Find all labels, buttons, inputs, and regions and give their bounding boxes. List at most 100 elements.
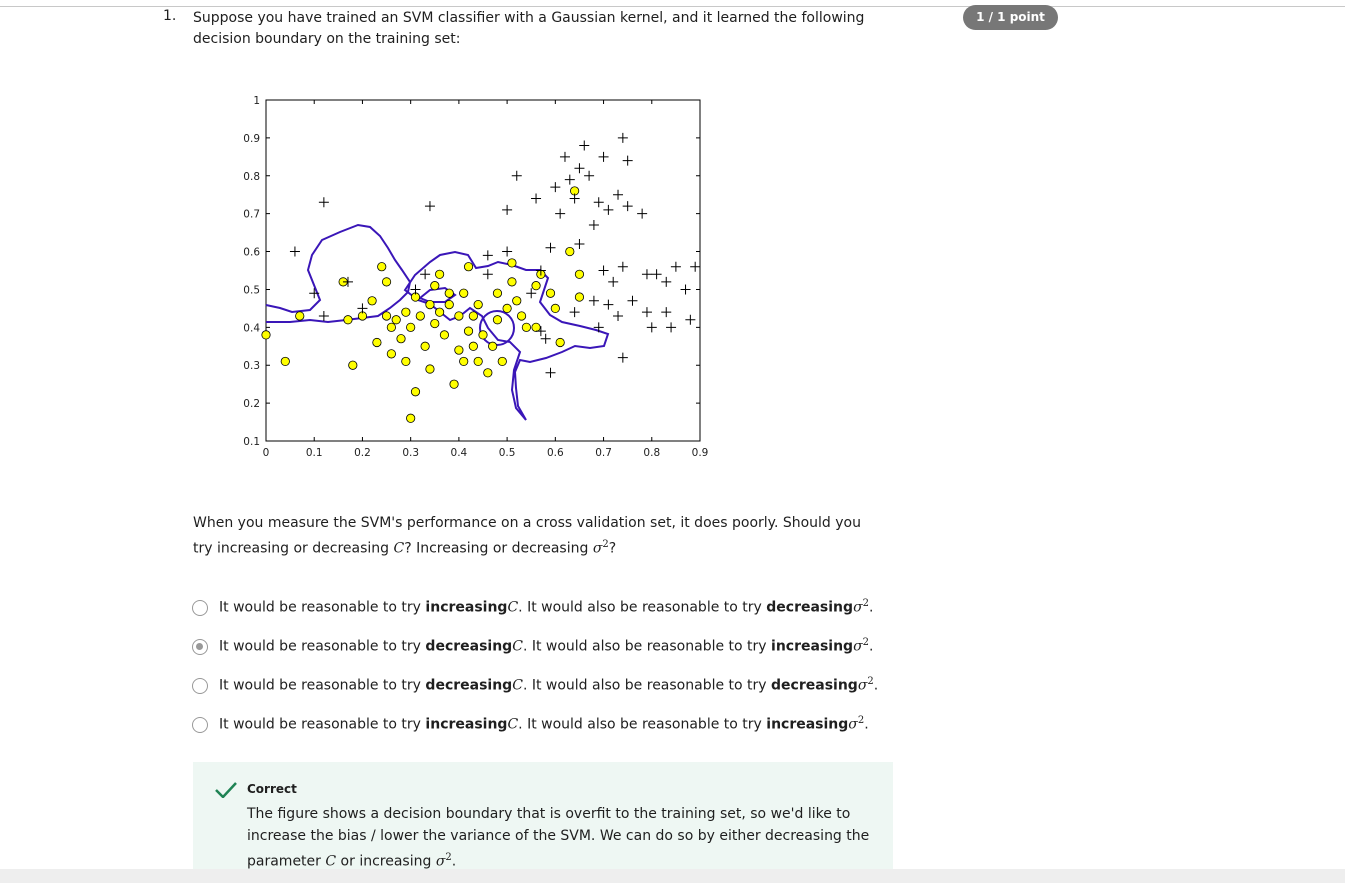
followup-question: When you measure the SVM's performance o… <box>193 513 873 560</box>
point <box>381 277 392 287</box>
point <box>613 310 624 321</box>
point <box>386 349 396 359</box>
point <box>603 299 614 310</box>
point <box>588 295 599 306</box>
point <box>535 326 546 337</box>
x-tick-label: 0.1 <box>306 447 323 459</box>
point <box>410 387 421 397</box>
question-number: 1. <box>163 8 177 24</box>
text: . <box>869 599 874 616</box>
feedback-box: Correct The figure shows a decision boun… <box>193 762 893 870</box>
option[interactable]: It would be reasonable to try increasing… <box>192 593 874 616</box>
point <box>593 322 604 333</box>
option[interactable]: It would be reasonable to try increasing… <box>192 710 869 733</box>
option[interactable]: It would be reasonable to try decreasing… <box>192 632 873 655</box>
point <box>502 246 513 257</box>
x-tick-label: 0 <box>263 447 270 459</box>
point <box>318 197 329 208</box>
x-tick-label: 0.3 <box>402 447 419 459</box>
point <box>463 262 474 272</box>
point <box>468 311 478 321</box>
point <box>666 322 677 333</box>
math: σ <box>592 540 603 557</box>
point <box>545 367 556 378</box>
radio-button[interactable] <box>192 677 208 694</box>
point <box>574 269 585 279</box>
point <box>646 322 657 333</box>
x-tick-label: 0.2 <box>354 447 371 459</box>
y-tick-label: 0.6 <box>243 247 260 259</box>
math: σ <box>857 677 868 694</box>
bold-text: increasing <box>425 716 508 733</box>
point <box>410 284 421 295</box>
point <box>569 193 580 204</box>
superscript: 2 <box>602 539 609 550</box>
divider <box>0 6 1345 7</box>
y-tick-label: 0.7 <box>243 209 260 221</box>
question-text: Suppose you have trained an SVM classifi… <box>193 10 865 47</box>
point <box>502 303 512 313</box>
point <box>420 341 430 351</box>
point <box>468 341 478 351</box>
point <box>444 288 454 298</box>
point <box>574 238 585 249</box>
superscript: 2 <box>857 715 865 726</box>
text: The figure shows a decision boundary tha… <box>247 806 870 870</box>
point <box>622 201 633 212</box>
y-tick-label: 0.9 <box>243 133 260 145</box>
text: It would be reasonable to try <box>219 677 426 694</box>
radio-button[interactable] <box>192 716 208 733</box>
feedback-status: Correct <box>247 782 297 796</box>
bold-text: decreasing <box>425 677 513 694</box>
point <box>342 276 353 287</box>
text: ? <box>608 540 617 557</box>
point <box>406 322 416 332</box>
point <box>613 189 624 200</box>
point <box>492 288 503 298</box>
text: When you measure the SVM's performance o… <box>193 515 861 557</box>
radio-button[interactable] <box>192 638 208 655</box>
point <box>564 174 575 185</box>
math: C <box>512 638 523 655</box>
point <box>603 204 614 215</box>
text: . It would also be reasonable to try <box>522 638 772 655</box>
point <box>280 356 290 367</box>
point <box>516 311 527 321</box>
text: . It would also be reasonable to try <box>518 716 767 733</box>
point <box>622 155 633 166</box>
point <box>425 300 435 310</box>
y-tick-label: 0.8 <box>243 171 260 183</box>
point <box>459 356 469 367</box>
point <box>531 193 542 204</box>
point <box>435 269 445 279</box>
point <box>482 269 493 280</box>
bold-text: increasing <box>771 638 854 655</box>
point <box>343 315 353 325</box>
math: σ <box>853 638 863 655</box>
score-badge: 1 / 1 point <box>963 5 1058 30</box>
point <box>424 201 435 212</box>
text: . It would also be reasonable to try <box>522 677 772 694</box>
point <box>555 208 566 219</box>
bold-text: decreasing <box>766 599 854 616</box>
math: σ <box>853 599 863 616</box>
y-tick-label: 0.5 <box>243 284 260 296</box>
point <box>357 303 368 314</box>
point <box>685 314 696 325</box>
radio-button[interactable] <box>192 599 208 616</box>
point <box>295 311 305 321</box>
point <box>463 326 474 336</box>
point <box>627 295 638 306</box>
text: . <box>451 853 457 870</box>
option[interactable]: It would be reasonable to try decreasing… <box>192 671 878 694</box>
point <box>661 307 672 318</box>
point <box>348 360 358 370</box>
x-tick-label: 0.7 <box>595 447 612 459</box>
point <box>641 307 652 318</box>
point <box>531 281 541 291</box>
point <box>584 170 595 181</box>
point <box>579 140 590 151</box>
point <box>478 330 488 340</box>
point <box>401 307 411 317</box>
point <box>396 334 406 344</box>
